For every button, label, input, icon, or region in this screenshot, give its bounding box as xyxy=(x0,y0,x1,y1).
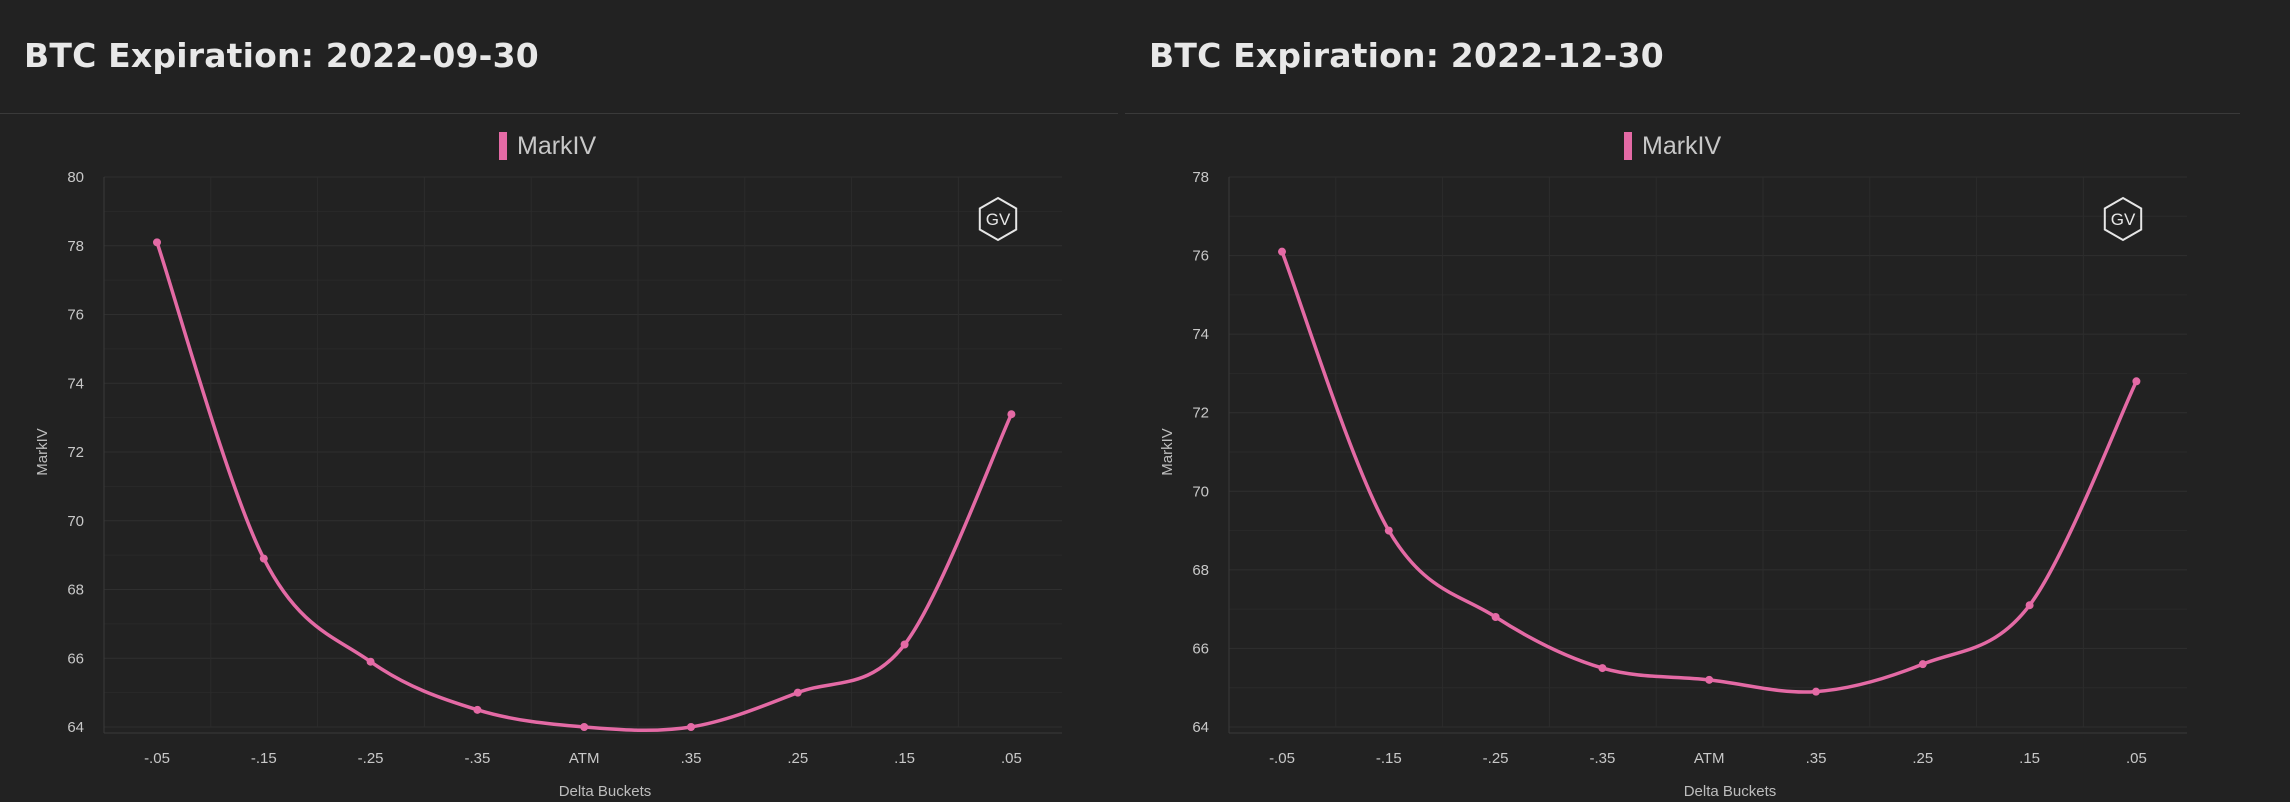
chart-1-data-point xyxy=(366,657,375,666)
chart-1-data-point xyxy=(580,723,589,731)
chart-panel-1: BTC Expiration: 2022-09-30 80 78 76 74 72 70 6… xyxy=(0,0,1125,802)
chart-2-data-point xyxy=(2132,377,2141,386)
chart-1-y-tick-label: 76 xyxy=(67,307,84,324)
chart-2-data-point xyxy=(2025,601,2034,610)
chart-1-y-tick-label: 70 xyxy=(67,513,84,530)
chart-1-data-point xyxy=(1007,410,1016,419)
chart-2-data-point xyxy=(1384,526,1393,535)
chart-2-gv-logo-icon: GV xyxy=(2103,196,2143,242)
chart-2-x-axis-title: Delta Buckets xyxy=(1684,783,1777,800)
chart-1-y-tick-label: 80 xyxy=(67,169,84,186)
chart-1-grid xyxy=(103,176,1062,728)
chart-1-data-point xyxy=(687,723,695,731)
chart-2-badge-hexagon xyxy=(2103,196,2143,242)
chart-2-grid xyxy=(1228,176,2187,728)
chart-1-y-tick-label: 78 xyxy=(67,238,84,255)
chart-1-data-point xyxy=(473,705,482,714)
chart-2-legend-swatch xyxy=(1624,132,1632,160)
chart-2-x-tick-label: .15 xyxy=(2019,750,2040,767)
chart-1-x-tick-label: -.35 xyxy=(464,750,490,767)
chart-2-y-tick-label: 70 xyxy=(1192,483,1209,500)
chart-1-x-tick-label: .15 xyxy=(894,750,915,767)
chart-2-data-point xyxy=(1812,687,1820,696)
chart-2-data-point xyxy=(1918,660,1927,669)
chart-1-x-tick-label: .35 xyxy=(681,750,702,767)
chart-2-legend-label: MarkIV xyxy=(1642,132,1722,160)
chart-1-x-tick-label: ATM xyxy=(569,750,600,767)
panel-title-1: BTC Expiration: 2022-09-30 xyxy=(24,36,539,75)
panel-header-1: BTC Expiration: 2022-09-30 xyxy=(0,0,1118,114)
chart-1-x-axis-title: Delta Buckets xyxy=(559,783,652,800)
chart-2-y-tick-label: 66 xyxy=(1192,640,1209,657)
chart-2-y-tick-label: 68 xyxy=(1192,562,1209,579)
chart-2-y-tick-label: 78 xyxy=(1192,169,1209,186)
chart-2-y-tick-label: 74 xyxy=(1192,326,1209,343)
chart-2-legend: MarkIV xyxy=(1624,132,1722,160)
chart-2-x-tick-label: .05 xyxy=(2126,750,2147,767)
chart-2-y-tick-label: 76 xyxy=(1192,248,1209,265)
chart-2-y-tick-label: 72 xyxy=(1192,405,1209,422)
chart-2-badge-text: GV xyxy=(2111,210,2136,229)
chart-1-y-tick-label: 68 xyxy=(67,582,84,599)
chart-1-data-point xyxy=(259,554,268,563)
chart-2: 78 76 74 72 70 68 66 64 -.05 -.15 -.25 -.35 ATM .35 .2… xyxy=(1159,132,2187,800)
chart-2-data-point xyxy=(1491,613,1500,621)
chart-2-x-tick-label: ATM xyxy=(1694,750,1725,767)
chart-1-x-tick-label: -.15 xyxy=(251,750,277,767)
chart-1-x-tick-label: -.25 xyxy=(358,750,384,767)
chart-1-legend: MarkIV xyxy=(499,132,597,160)
panel-header-2: BTC Expiration: 2022-12-30 xyxy=(1125,0,2240,114)
chart-2-x-tick-label: -.15 xyxy=(1376,750,1402,767)
chart-1-data-point xyxy=(793,688,802,697)
chart-1-gv-logo-icon: GV xyxy=(978,196,1018,242)
chart-2-y-tick-label: 64 xyxy=(1192,719,1209,736)
chart-1: 80 78 76 74 72 70 68 66 64 -.05 -.15 -.25 -.35 ATM .35… xyxy=(34,132,1062,800)
chart-1-legend-label: MarkIV xyxy=(517,132,597,160)
chart-1-y-tick-label: 64 xyxy=(67,719,84,736)
chart-panel-2: BTC Expiration: 2022-12-30 78 76 74 72 70 68 6… xyxy=(1125,0,2250,802)
chart-1-x-tick-label: .05 xyxy=(1001,750,1022,767)
chart-2-series-line xyxy=(1280,249,2139,694)
chart-2-x-tick-label: .25 xyxy=(1912,750,1933,767)
chart-2-x-tick-label: -.25 xyxy=(1483,750,1509,767)
chart-1-badge-text: GV xyxy=(986,210,1011,229)
chart-2-x-tick-label: .35 xyxy=(1806,750,1827,767)
chart-2-y-axis-title: MarkIV xyxy=(1159,428,1176,476)
chart-1-legend-swatch xyxy=(499,132,507,160)
chart-1-y-tick-label: 74 xyxy=(67,375,84,392)
chart-1-y-tick-label: 72 xyxy=(67,444,84,461)
chart-1-x-tick-label: .25 xyxy=(787,750,808,767)
chart-2-data-point xyxy=(1598,664,1607,673)
panel-title-2: BTC Expiration: 2022-12-30 xyxy=(1149,36,1664,75)
chart-2-x-tick-label: -.05 xyxy=(1269,750,1295,767)
chart-1-y-axis-title: MarkIV xyxy=(34,428,51,476)
chart-2-data-point xyxy=(1705,675,1714,684)
chart-1-data-point xyxy=(900,640,909,649)
chart-1-x-tick-label: -.05 xyxy=(144,750,170,767)
chart-1-badge-hexagon xyxy=(978,196,1018,242)
chart-1-y-tick-label: 66 xyxy=(67,650,84,667)
chart-2-x-tick-label: -.35 xyxy=(1589,750,1615,767)
chart-2-data-point xyxy=(1278,247,1286,256)
chart-1-data-point xyxy=(153,238,161,247)
